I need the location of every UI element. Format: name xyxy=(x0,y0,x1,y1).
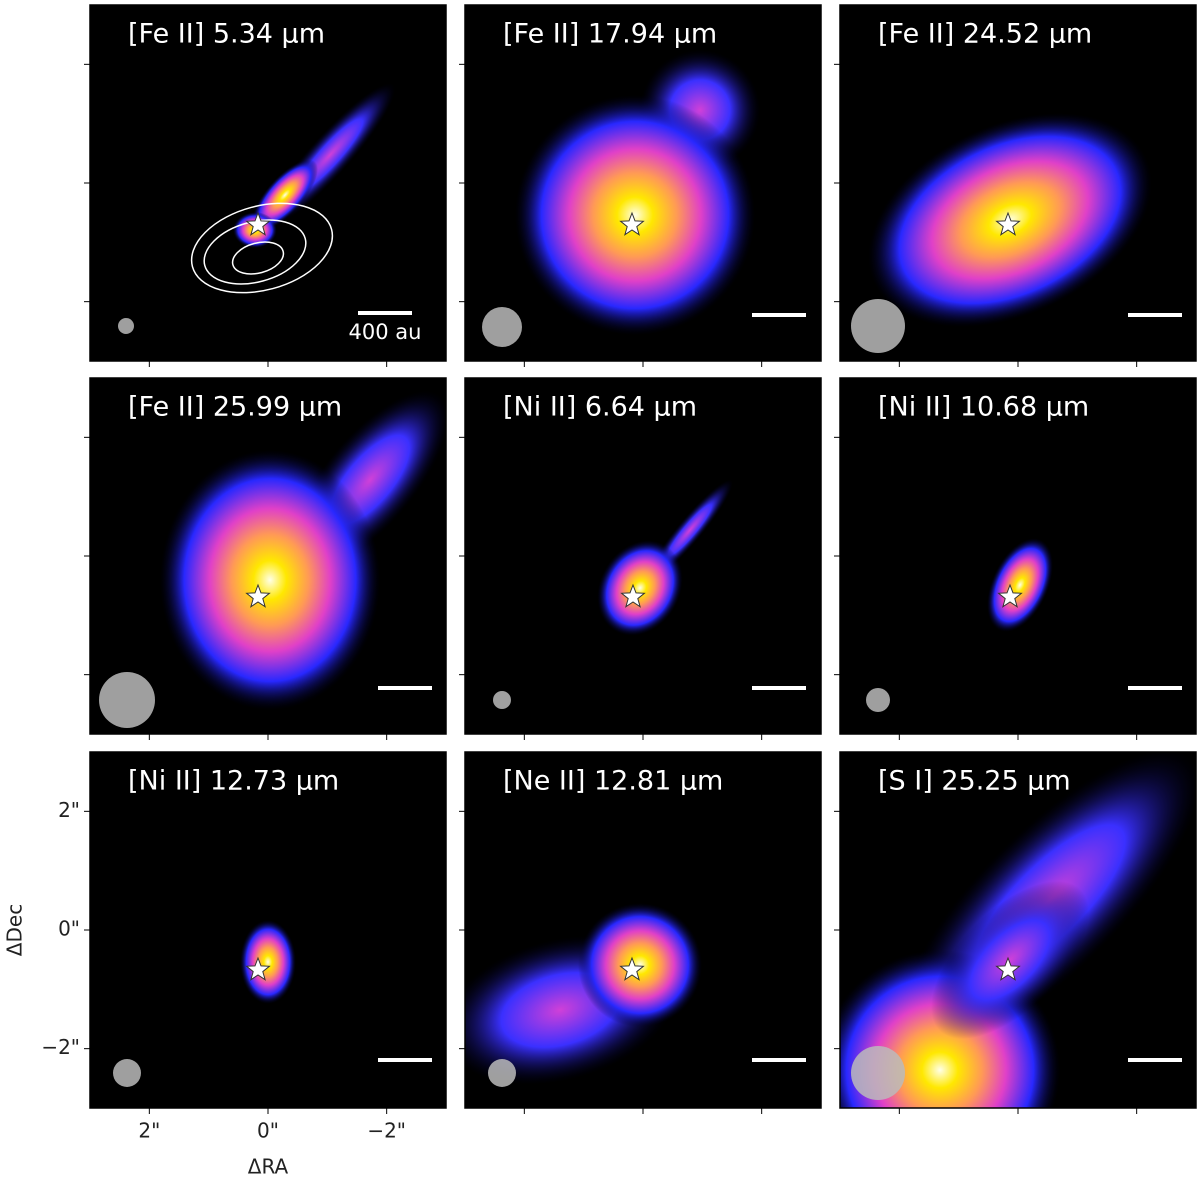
star-marker xyxy=(245,956,271,981)
image xyxy=(866,538,1182,712)
beam xyxy=(113,1059,141,1087)
beam xyxy=(118,318,134,334)
emission xyxy=(160,450,380,710)
star-marker xyxy=(995,956,1021,981)
panel-title: [Ni II] 10.68 μm xyxy=(878,392,1089,423)
x-tick-label: 2" xyxy=(138,1119,160,1143)
y-tick-label: 0" xyxy=(58,917,80,941)
scale-bar-label: 400 au xyxy=(349,320,422,344)
star-marker xyxy=(995,211,1021,236)
panel: [Fe II] 17.94 μm xyxy=(459,4,822,367)
beam xyxy=(99,672,155,728)
star-marker xyxy=(997,583,1023,608)
y-axis-label: ΔDec xyxy=(3,904,27,956)
panel-title: [Fe II] 17.94 μm xyxy=(503,19,717,50)
emission xyxy=(930,880,1090,1040)
emission xyxy=(986,538,1054,632)
beam xyxy=(482,307,522,347)
panel: [Fe II] 5.34 μm 400 au xyxy=(84,4,447,367)
image xyxy=(465,903,806,1087)
beam xyxy=(866,688,890,712)
star-marker xyxy=(620,583,646,608)
image xyxy=(851,113,1182,353)
x-axis-label: ΔRA xyxy=(248,1155,289,1179)
emission xyxy=(578,903,702,1027)
panel: [Ni II] 12.73 μm 2" 0" −2" 2" 0" −2" ΔRA ΔDec xyxy=(3,751,447,1179)
y-tick-label: 2" xyxy=(58,798,80,822)
beam xyxy=(851,299,905,353)
beam xyxy=(493,691,511,709)
beam xyxy=(851,1046,905,1100)
image-background xyxy=(90,5,446,361)
emission xyxy=(597,540,683,636)
panel-title: [S I] 25.25 μm xyxy=(878,766,1071,797)
star-marker xyxy=(245,211,271,236)
panel: [Ni II] 6.64 μm xyxy=(459,377,822,740)
panel: [Fe II] 25.99 μm xyxy=(84,377,447,740)
contour xyxy=(203,219,307,285)
panel: [S I] 25.25 μm xyxy=(834,751,1197,1114)
contour xyxy=(231,241,285,275)
panel-title: [Ni II] 6.64 μm xyxy=(503,392,697,423)
image xyxy=(482,50,806,347)
image xyxy=(99,390,446,728)
panel-title: [Fe II] 25.99 μm xyxy=(128,392,342,423)
star-marker xyxy=(619,211,645,236)
image xyxy=(840,752,1196,1108)
panel-title: [Fe II] 5.34 μm xyxy=(128,19,325,50)
emission xyxy=(240,920,296,1004)
panel-title: [Ne II] 12.81 μm xyxy=(503,766,723,797)
panel: [Ni II] 10.68 μm xyxy=(834,377,1197,740)
panel: [Fe II] 24.52 μm xyxy=(834,4,1197,367)
panel: [Ne II] 12.81 μm xyxy=(459,751,822,1114)
x-tick-label: 0" xyxy=(257,1119,279,1143)
image xyxy=(113,920,432,1087)
star-marker xyxy=(619,956,645,981)
emission xyxy=(252,159,318,231)
y-tick-label: −2" xyxy=(41,1035,80,1059)
image xyxy=(493,479,806,709)
emission xyxy=(515,95,755,335)
beam xyxy=(488,1059,516,1087)
image xyxy=(118,83,412,334)
panel-title: [Ni II] 12.73 μm xyxy=(128,766,339,797)
x-tick-label: −2" xyxy=(367,1119,406,1143)
star-marker xyxy=(245,583,271,608)
contour xyxy=(190,202,334,294)
panel-title: [Fe II] 24.52 μm xyxy=(878,19,1092,50)
